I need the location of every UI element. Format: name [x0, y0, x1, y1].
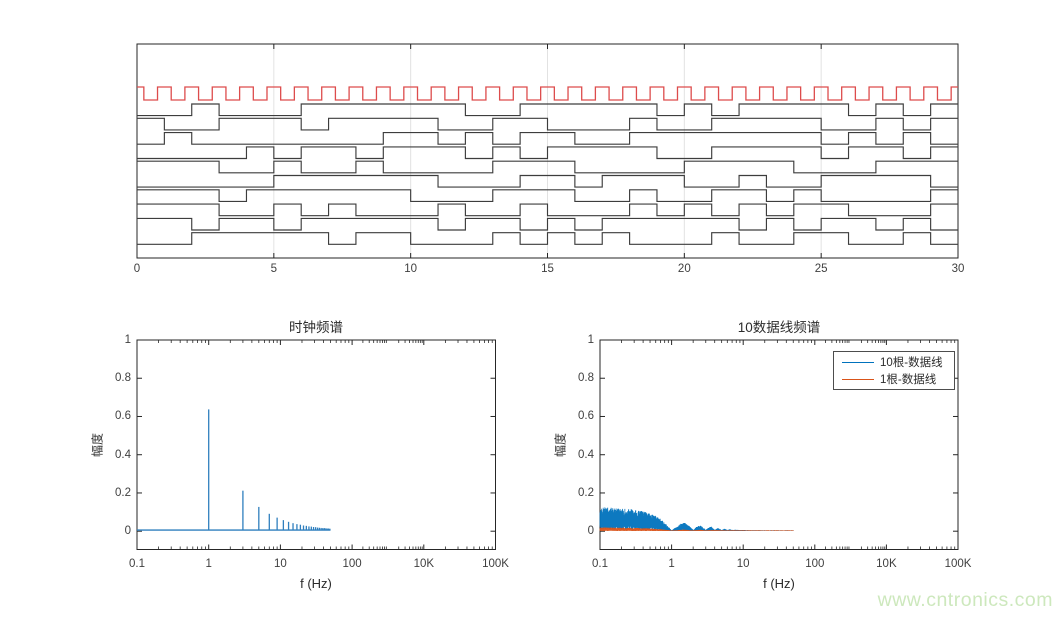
legend-label-10lines: 10根-数据线: [880, 357, 943, 369]
noisy-trace-1line: [599, 527, 794, 531]
left-spectrum-x-tick-1: 1: [205, 557, 212, 570]
top-x-tick-5: 5: [270, 263, 278, 275]
data-waveform-7: [137, 189, 958, 202]
right-spectrum-y-tick-0.8: 0.8: [578, 372, 594, 385]
data-waveform-9: [137, 217, 958, 231]
left-plot-ylabel: 幅度: [90, 432, 105, 458]
left-spectrum-y-tick-0.6: 0.6: [115, 410, 131, 423]
right-spectrum-x-tick-100K: 100K: [944, 557, 972, 570]
right-spectrum-y-tick-1: 1: [587, 334, 594, 346]
data-waveform-6: [137, 174, 958, 188]
data-waveform-3: [137, 132, 958, 145]
right-spectrum: [599, 339, 959, 550]
left-plot-title: 时钟频谱: [289, 320, 343, 335]
top-x-tick-15: 15: [541, 263, 554, 275]
right-spectrum-x-tick-10K: 10K: [876, 557, 897, 570]
watermark: www.cntronics.com: [877, 589, 1053, 611]
left-spectrum-x-tick-10K: 10K: [413, 557, 435, 570]
legend-entry-10lines: 10根-数据线: [834, 353, 943, 371]
data-waveform-8: [137, 203, 958, 217]
right-spectrum-y-tick-0: 0: [587, 525, 594, 538]
right-spectrum-y-tick-0.6: 0.6: [578, 410, 594, 423]
left-spectrum: [136, 339, 496, 550]
legend-entry-1line: 1根-数据线: [834, 370, 936, 388]
clock-waveform: [137, 86, 958, 101]
top-x-tick-30: 30: [951, 263, 965, 275]
left-spectrum-y-tick-0.2: 0.2: [115, 486, 131, 499]
right-plot-ylabel: 幅度: [553, 432, 568, 458]
left-spectrum-x-tick-0.1: 0.1: [129, 557, 145, 570]
left-spectrum-x-tick-10: 10: [273, 557, 287, 570]
right-spectrum-x-tick-10: 10: [736, 557, 750, 570]
data-waveform-4: [137, 146, 958, 160]
right-spectrum-y-tick-0.2: 0.2: [578, 486, 594, 499]
legend-line-orange: [842, 378, 874, 380]
data-waveform-5: [137, 160, 958, 174]
data-waveform-2: [137, 117, 958, 131]
clock-spectrum-spikes: [137, 409, 331, 531]
left-spectrum-y-tick-0.8: 0.8: [115, 372, 131, 385]
left-spectrum-y-tick-0.4: 0.4: [115, 448, 131, 461]
right-spectrum-y-tick-0.4: 0.4: [578, 448, 594, 461]
left-plot-xlabel: f (Hz): [300, 576, 332, 591]
left-spectrum-x-tick-100K: 100K: [482, 557, 509, 570]
noisy-trace-10lines: [599, 507, 794, 531]
data-waveform-10: [137, 232, 958, 245]
left-spectrum-y-tick-1: 1: [124, 334, 131, 346]
top-x-tick-20: 20: [677, 263, 691, 275]
data-waveform-1: [137, 103, 958, 117]
right-spectrum-x-tick-1: 1: [668, 557, 675, 570]
legend-line-blue: [842, 361, 874, 363]
legend-box: 10根-数据线 1根-数据线: [833, 351, 955, 390]
top-x-tick-0: 0: [133, 263, 141, 275]
left-spectrum-x-tick-100: 100: [342, 557, 362, 570]
right-spectrum-x-tick-0.1: 0.1: [592, 557, 608, 570]
legend-label-1line: 1根-数据线: [880, 374, 937, 386]
right-plot-xlabel: f (Hz): [763, 576, 795, 591]
top-x-tick-10: 10: [404, 263, 418, 275]
right-plot-title: 10数据线频谱: [737, 320, 821, 335]
top-x-tick-25: 25: [814, 263, 828, 275]
left-spectrum-y-tick-0: 0: [124, 525, 131, 538]
right-spectrum-x-tick-100: 100: [805, 557, 825, 570]
